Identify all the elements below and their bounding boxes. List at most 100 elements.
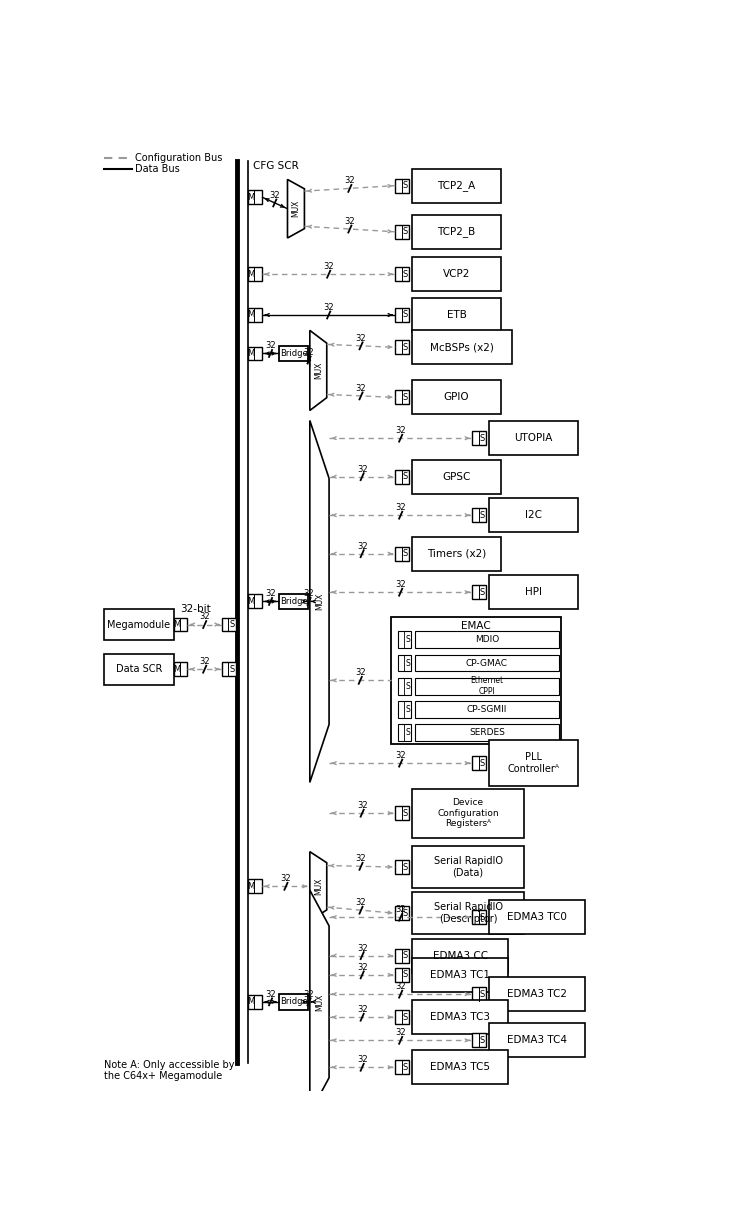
Text: Bridge: Bridge: [280, 597, 308, 606]
Text: M: M: [247, 349, 255, 358]
Text: EDMA3 TC1: EDMA3 TC1: [431, 970, 490, 980]
Polygon shape: [310, 330, 327, 411]
Bar: [412, 891, 524, 934]
Text: VCP2: VCP2: [443, 270, 470, 280]
Bar: [104, 653, 174, 684]
Text: 32: 32: [396, 580, 406, 590]
Polygon shape: [288, 179, 305, 238]
Bar: [414, 655, 559, 672]
Text: 32: 32: [265, 590, 276, 598]
Text: 32: 32: [355, 384, 367, 392]
Bar: [412, 1000, 509, 1035]
Bar: [174, 618, 188, 631]
Text: 32: 32: [357, 801, 367, 810]
Text: 32: 32: [355, 899, 367, 907]
Text: S: S: [405, 705, 410, 714]
Text: 32: 32: [323, 303, 334, 311]
Bar: [396, 390, 409, 405]
Bar: [489, 1024, 586, 1057]
Text: 32: 32: [396, 905, 406, 915]
Bar: [412, 169, 501, 202]
Polygon shape: [310, 421, 329, 782]
Text: EDMA3 TC3: EDMA3 TC3: [431, 1013, 490, 1022]
Text: S: S: [402, 951, 408, 960]
Text: 32: 32: [344, 177, 355, 185]
Text: CP-SGMII: CP-SGMII: [466, 705, 507, 714]
Text: EDMA3 TC2: EDMA3 TC2: [507, 989, 568, 999]
Text: S: S: [402, 809, 408, 818]
Text: 32: 32: [357, 1005, 367, 1014]
Bar: [412, 537, 501, 570]
Text: S: S: [405, 682, 410, 690]
Bar: [396, 807, 409, 820]
Bar: [391, 617, 561, 744]
Bar: [489, 741, 578, 786]
Text: McBSPs (x2): McBSPs (x2): [431, 342, 494, 352]
Text: Serial RapidIO
(Data): Serial RapidIO (Data): [434, 856, 503, 878]
Text: Bridge: Bridge: [280, 349, 308, 358]
Text: 32: 32: [323, 262, 334, 271]
Polygon shape: [310, 890, 329, 1113]
Text: M: M: [247, 270, 255, 278]
Text: M: M: [173, 620, 180, 629]
Bar: [396, 949, 409, 962]
Bar: [412, 380, 501, 414]
Text: TCP2_B: TCP2_B: [437, 227, 475, 238]
Text: GPIO: GPIO: [444, 392, 469, 402]
Text: 32: 32: [270, 191, 280, 200]
Text: S: S: [402, 1063, 408, 1072]
Text: 32-bit: 32-bit: [180, 604, 210, 614]
Text: 32: 32: [357, 1056, 367, 1064]
Bar: [222, 618, 236, 631]
Text: 32: 32: [304, 989, 314, 999]
Text: M: M: [247, 997, 255, 1007]
Text: S: S: [402, 310, 408, 320]
Bar: [412, 788, 524, 837]
Bar: [279, 346, 308, 362]
Text: CFG SCR: CFG SCR: [253, 161, 299, 170]
Text: 32: 32: [396, 752, 406, 760]
Bar: [414, 631, 559, 649]
Bar: [248, 267, 262, 281]
Text: 32: 32: [355, 668, 366, 677]
Bar: [472, 509, 486, 522]
Text: EDMA3 TC0: EDMA3 TC0: [507, 912, 567, 922]
Text: S: S: [229, 620, 235, 629]
Bar: [412, 330, 513, 364]
Text: ETB: ETB: [446, 310, 466, 320]
Text: S: S: [480, 759, 485, 767]
Text: S: S: [480, 989, 485, 999]
Text: MUX: MUX: [315, 993, 324, 1010]
Text: 32: 32: [357, 465, 367, 473]
Bar: [248, 595, 262, 608]
Bar: [396, 547, 409, 560]
Bar: [104, 609, 174, 640]
Bar: [222, 662, 236, 676]
Text: 32: 32: [357, 944, 367, 953]
Text: 32: 32: [396, 1029, 406, 1037]
Text: S: S: [402, 181, 408, 190]
Bar: [489, 422, 578, 455]
Text: M: M: [173, 664, 180, 673]
Bar: [412, 257, 501, 291]
Bar: [279, 994, 308, 1009]
Bar: [472, 432, 486, 445]
Text: S: S: [405, 658, 410, 667]
Bar: [412, 298, 501, 332]
Text: 32: 32: [304, 590, 314, 598]
Text: S: S: [480, 511, 485, 520]
Text: Data Bus: Data Bus: [135, 164, 180, 174]
Text: S: S: [480, 434, 485, 443]
Text: Megamodule: Megamodule: [107, 619, 171, 629]
Text: MUX: MUX: [291, 200, 300, 217]
Bar: [472, 910, 486, 924]
Text: S: S: [402, 970, 408, 980]
Text: S: S: [402, 343, 408, 352]
Text: 32: 32: [355, 333, 367, 343]
Bar: [174, 662, 188, 676]
Text: MDIO: MDIO: [475, 635, 499, 645]
Bar: [472, 987, 486, 1002]
Text: S: S: [402, 392, 408, 402]
Bar: [412, 958, 509, 992]
Bar: [248, 994, 262, 1009]
